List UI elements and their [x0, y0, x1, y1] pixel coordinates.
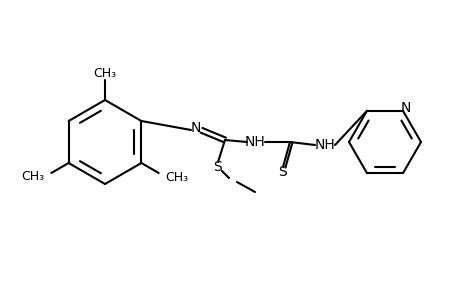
Text: CH₃: CH₃	[93, 67, 116, 80]
Text: CH₃: CH₃	[21, 170, 44, 184]
Text: NH: NH	[244, 135, 265, 149]
Text: S: S	[213, 160, 222, 174]
Text: NH: NH	[314, 138, 335, 152]
Text: N: N	[190, 121, 201, 135]
Text: S: S	[278, 165, 287, 179]
Text: CH₃: CH₃	[165, 170, 188, 184]
Text: N: N	[400, 101, 410, 115]
